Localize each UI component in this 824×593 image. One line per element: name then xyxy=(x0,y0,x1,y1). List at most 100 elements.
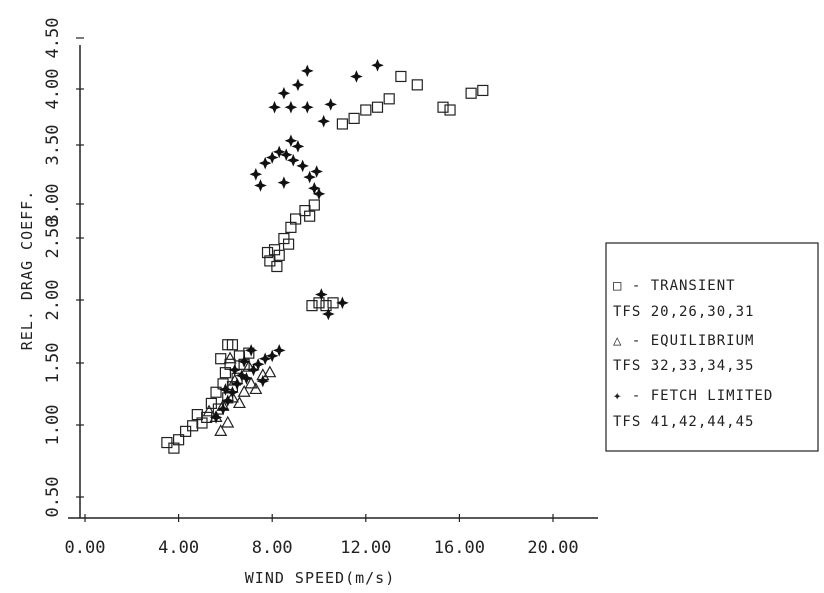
point-fetch-limited xyxy=(291,78,305,92)
y-axis-title: REL. DRAG COEFF. xyxy=(18,190,36,351)
point-fetch-limited xyxy=(317,114,330,128)
point-fetch-limited xyxy=(240,371,253,385)
legend-fetch-limited-tfs: TFS 41,42,44,45 xyxy=(613,414,754,430)
point-fetch-limited xyxy=(256,374,270,388)
point-fetch-limited xyxy=(336,296,349,310)
y-ticks: 0.50 1.00 1.50 2.00 2.503.00 3.50 4.00 4.50 xyxy=(43,18,84,518)
point-fetch-limited xyxy=(301,100,314,114)
point-transient xyxy=(336,118,348,130)
point-equilibrium xyxy=(237,385,251,397)
point-fetch-limited xyxy=(301,64,314,78)
point-fetch-limited xyxy=(350,70,363,83)
point-transient xyxy=(261,246,274,259)
x-tick-label: 16.00 xyxy=(434,538,485,558)
point-transient xyxy=(215,353,227,365)
point-fetch-limited xyxy=(277,176,291,189)
y-tick-label: 0.50 xyxy=(43,477,63,518)
point-transient xyxy=(411,79,423,91)
y-tick-label: 2.00 xyxy=(43,280,63,321)
y-tick-label: 1.00 xyxy=(43,405,63,446)
x-tick-label: 4.00 xyxy=(158,538,199,558)
point-equilibrium xyxy=(223,351,237,364)
point-transient xyxy=(320,300,332,312)
x-tick-label: 8.00 xyxy=(252,538,293,558)
point-fetch-limited xyxy=(226,385,239,399)
point-transient xyxy=(304,210,316,222)
point-fetch-limited xyxy=(230,377,244,391)
point-fetch-limited xyxy=(324,98,337,111)
y-tick-label: 4.00 xyxy=(43,69,63,110)
point-fetch-limited xyxy=(258,156,272,170)
point-fetch-limited xyxy=(310,165,323,178)
point-transient xyxy=(313,297,325,309)
y-tick-label: 4.50 xyxy=(43,18,63,59)
point-transient xyxy=(348,112,360,124)
point-equilibrium xyxy=(249,382,263,395)
point-fetch-limited xyxy=(284,100,298,114)
point-fetch-limited xyxy=(291,140,305,153)
point-fetch-limited xyxy=(221,394,235,407)
point-fetch-limited xyxy=(272,344,286,357)
point-transient xyxy=(290,213,302,225)
data-points xyxy=(161,59,489,454)
point-transient xyxy=(395,70,407,83)
point-transient xyxy=(306,300,318,312)
point-transient xyxy=(282,238,295,250)
point-fetch-limited xyxy=(209,411,223,424)
point-fetch-limited xyxy=(237,355,251,368)
point-transient xyxy=(308,199,320,211)
x-tick-label: 0.00 xyxy=(65,538,106,558)
point-fetch-limited xyxy=(265,151,279,164)
point-equilibrium xyxy=(232,396,246,409)
point-fetch-limited xyxy=(249,167,263,181)
point-fetch-limited xyxy=(284,134,298,148)
point-fetch-limited xyxy=(228,363,242,377)
y-tick-label: 1.50 xyxy=(43,343,63,384)
point-transient xyxy=(173,434,185,446)
point-fetch-limited xyxy=(312,187,326,201)
point-transient xyxy=(226,339,239,351)
x-tick-label: 12.00 xyxy=(340,538,391,558)
point-fetch-limited xyxy=(272,145,286,159)
point-fetch-limited xyxy=(322,307,335,321)
x-ticks: 0.00 4.00 8.00 12.00 16.00 20.00 xyxy=(65,514,579,558)
point-transient xyxy=(187,420,199,432)
point-transient xyxy=(477,84,489,97)
legend-equilibrium-tfs: TFS 32,33,34,35 xyxy=(613,358,754,374)
point-transient xyxy=(210,386,222,398)
point-equilibrium xyxy=(263,365,277,378)
point-equilibrium xyxy=(221,415,235,428)
point-fetch-limited xyxy=(277,86,291,100)
point-transient xyxy=(371,101,384,113)
point-transient xyxy=(437,101,449,113)
point-fetch-limited xyxy=(219,383,232,396)
legend-box xyxy=(605,242,819,452)
legend-fetch-limited: ✦ - FETCH LIMITED xyxy=(613,388,773,404)
x-tick-label: 20.00 xyxy=(527,538,578,558)
point-fetch-limited xyxy=(286,154,300,167)
point-fetch-limited xyxy=(296,159,309,173)
point-transient xyxy=(271,260,283,273)
point-fetch-limited xyxy=(279,148,293,162)
legend-equilibrium: △ - EQUILIBRIUM xyxy=(613,333,754,349)
axes xyxy=(68,45,598,519)
point-transient xyxy=(360,104,372,116)
point-equilibrium xyxy=(214,424,228,436)
point-fetch-limited xyxy=(247,363,260,377)
point-transient xyxy=(243,347,255,359)
legend: □ - TRANSIENT TFS 20,26,30,31 △ - EQUILI… xyxy=(605,242,819,452)
point-equilibrium xyxy=(244,376,258,389)
y-tick-label: 3.00 xyxy=(43,184,63,225)
point-fetch-limited xyxy=(258,352,272,366)
point-fetch-limited xyxy=(265,349,279,363)
point-fetch-limited xyxy=(235,369,249,382)
point-fetch-limited xyxy=(303,170,316,184)
point-fetch-limited xyxy=(254,179,267,192)
legend-transient-tfs: TFS 20,26,30,31 xyxy=(613,304,754,320)
point-fetch-limited xyxy=(244,344,258,357)
point-fetch-limited xyxy=(216,402,230,416)
point-fetch-limited xyxy=(251,358,265,371)
x-axis-title: WIND SPEED(m/s) xyxy=(245,569,395,587)
point-fetch-limited xyxy=(268,100,281,114)
